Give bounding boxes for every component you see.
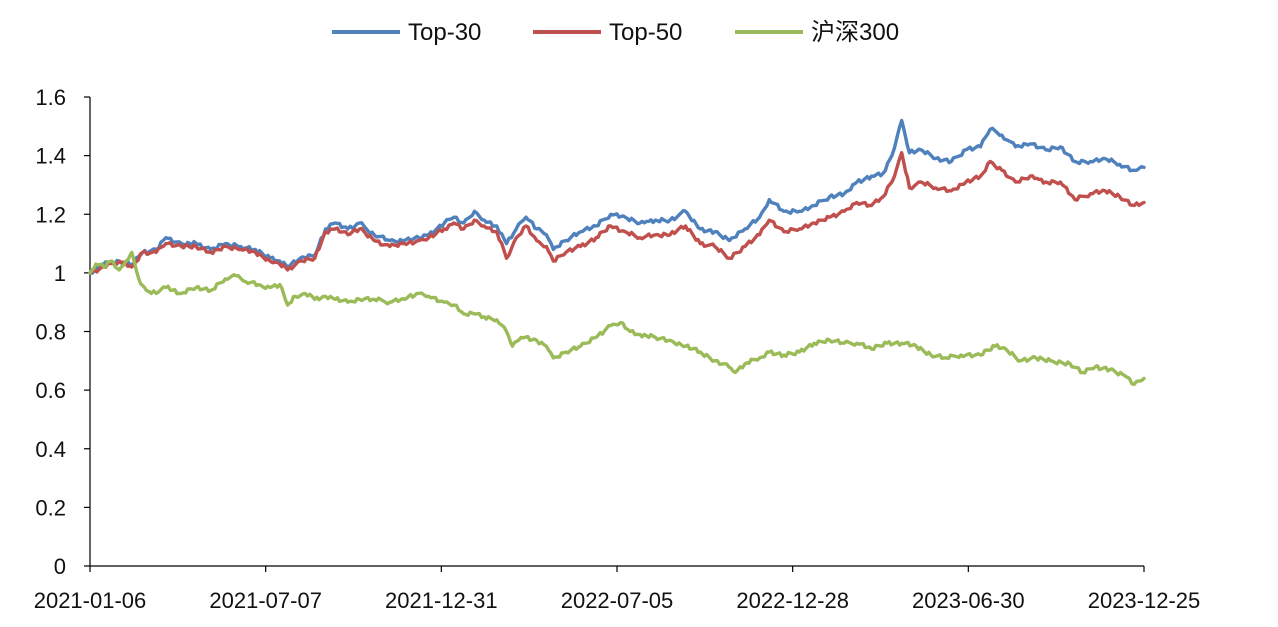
legend-item: 沪深300 <box>735 19 899 46</box>
legend-item: Top-30 <box>332 19 481 46</box>
x-tick-label: 2023-12-25 <box>1088 588 1201 613</box>
y-tick-label: 1.6 <box>35 85 66 110</box>
legend-label: Top-50 <box>609 19 682 46</box>
series-layer <box>88 118 1146 386</box>
y-tick-label: 0.6 <box>35 378 66 403</box>
series-line <box>88 118 1146 275</box>
y-tick-label: 1.4 <box>35 144 66 169</box>
legend-item: Top-50 <box>533 19 682 46</box>
x-tick-label: 2021-01-06 <box>34 588 147 613</box>
series-line <box>88 151 1146 275</box>
series-line <box>88 250 1146 386</box>
x-tick-label: 2022-12-28 <box>736 588 849 613</box>
x-tick-label: 2022-07-05 <box>561 588 674 613</box>
y-tick-label: 1 <box>54 261 66 286</box>
chart-legend: Top-30 Top-50 沪深300 <box>332 19 899 46</box>
y-tick-label: 0 <box>54 554 66 579</box>
y-tick-label: 1.2 <box>35 202 66 227</box>
x-tick-label: 2023-06-30 <box>912 588 1025 613</box>
y-tick-label: 0.8 <box>35 320 66 345</box>
y-axis: 0 0.2 0.4 0.6 0.8 1 1.2 1.4 1.6 <box>35 85 91 579</box>
legend-label: 沪深300 <box>811 19 899 46</box>
x-tick-label: 2021-12-31 <box>385 588 498 613</box>
y-tick-label: 0.4 <box>35 437 66 462</box>
x-tick-label: 2021-07-07 <box>209 588 322 613</box>
x-axis: 2021-01-06 2021-07-07 2021-12-31 2022-07-05… <box>34 565 1201 613</box>
legend-label: Top-30 <box>408 19 481 46</box>
y-tick-label: 0.2 <box>35 495 66 520</box>
